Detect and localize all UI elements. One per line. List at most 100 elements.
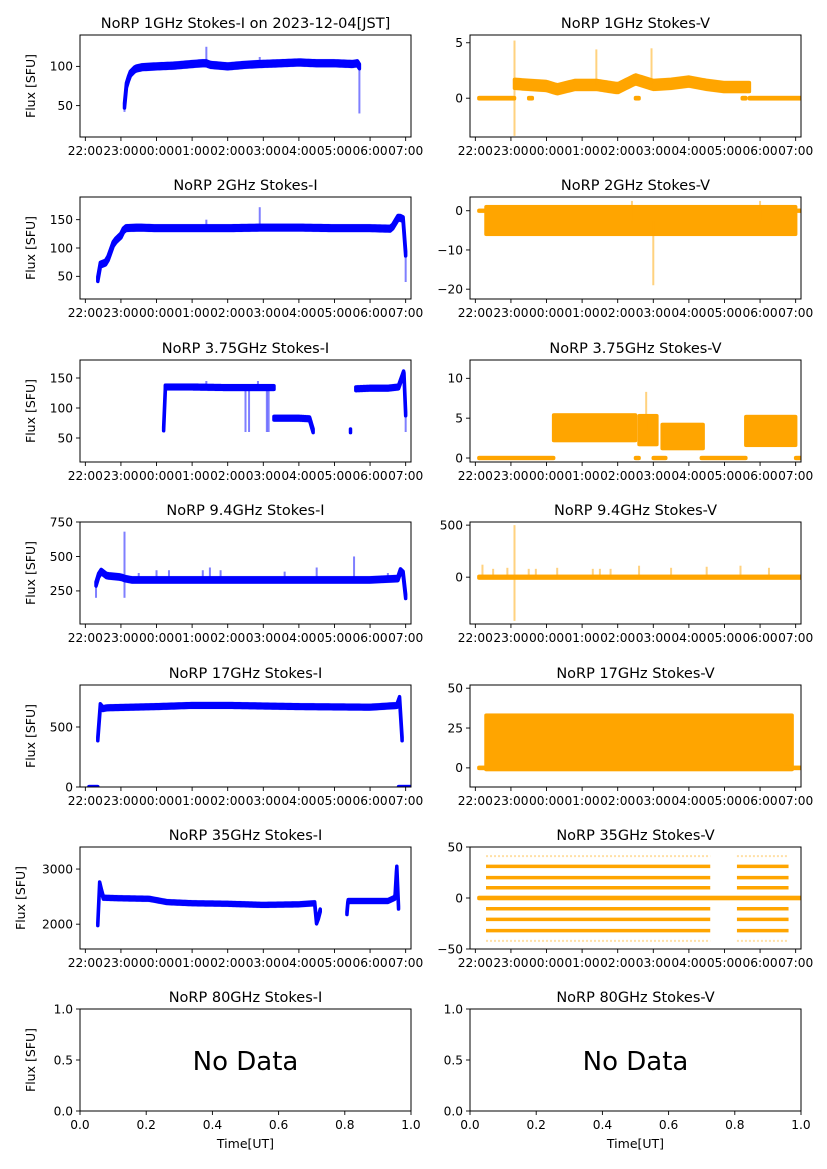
- x-tick-label: 02:00: [210, 631, 245, 645]
- x-tick-label: 06:00: [353, 794, 388, 808]
- subplot-title: NoRP 17GHz Stokes-I: [169, 666, 323, 682]
- x-tick-label: 22:00: [458, 631, 493, 645]
- y-tick-label: 0: [455, 91, 463, 105]
- data-scatter-band: [163, 383, 276, 392]
- x-tick-label: 23:00: [493, 144, 528, 158]
- x-tick-label: 0.6: [659, 1118, 678, 1132]
- x-tick-label: 04:00: [281, 306, 316, 320]
- x-tick-label: 00:00: [139, 956, 174, 970]
- x-tick-label: 1.0: [791, 1118, 810, 1132]
- y-tick-label: 1.0: [444, 1002, 463, 1016]
- y-tick-label: 2000: [42, 917, 73, 931]
- y-tick-label: 750: [50, 515, 73, 529]
- data-scatter-band: [96, 694, 404, 743]
- data-scatter-band: [793, 208, 801, 213]
- y-axis-label: Flux [SFU]: [23, 216, 38, 280]
- x-tick-label: 23:00: [103, 956, 138, 970]
- x-tick-label: 06:00: [743, 306, 778, 320]
- data-scatter-halo: [97, 694, 403, 743]
- y-tick-label: −50: [437, 942, 463, 956]
- subplot-title: NoRP 2GHz Stokes-V: [561, 178, 710, 194]
- x-tick-label: 07:00: [388, 306, 423, 320]
- data-scatter-band: [651, 455, 668, 461]
- data-layer: [122, 46, 362, 114]
- x-tick-label: 23:00: [493, 306, 528, 320]
- x-tick-label: 22:00: [458, 956, 493, 970]
- subplot-35ghz-v: NoRP 35GHz Stokes-V22:00 23:00 00:00 01:00 0…: [437, 828, 813, 970]
- x-axis-label: Time[UT]: [216, 1136, 274, 1151]
- x-tick-label: 07:00: [388, 631, 423, 645]
- subplot-title: NoRP 80GHz Stokes-I: [169, 990, 323, 1006]
- x-tick-label: 23:00: [103, 469, 138, 483]
- data-scatter-halo: [355, 369, 406, 418]
- x-tick-label: 23:00: [493, 794, 528, 808]
- data-layer: [96, 207, 408, 284]
- y-tick-label: 50: [57, 431, 73, 445]
- x-tick-label: 06:00: [353, 631, 388, 645]
- x-tick-label: 04:00: [671, 469, 706, 483]
- data-layer: [94, 531, 408, 601]
- y-tick-label: 150: [50, 371, 73, 385]
- data-scatter-band: [354, 369, 408, 418]
- subplot-title: NoRP 2GHz Stokes-I: [173, 178, 317, 194]
- data-scatter-band: [484, 205, 798, 237]
- y-tick-label: 0: [455, 570, 463, 584]
- x-tick-label: 04:00: [281, 631, 316, 645]
- x-tick-label: 00:00: [529, 469, 564, 483]
- subplot-title: NoRP 3.75GHz Stokes-I: [162, 341, 329, 357]
- y-tick-label: 10: [447, 372, 463, 386]
- subplot-17ghz-v: NoRP 17GHz Stokes-V22:00 23:00 00:00 01:00 0…: [447, 666, 813, 808]
- y-axis-label: Flux [SFU]: [23, 1028, 38, 1092]
- x-tick-label: 23:00: [493, 956, 528, 970]
- subplot-3.75ghz-v: NoRP 3.75GHz Stokes-V 22:00 23:00 00:00 01:0…: [447, 341, 813, 483]
- data-scatter-band: [477, 574, 801, 580]
- x-tick-label: 05:00: [317, 794, 352, 808]
- y-tick-label: 25: [447, 721, 463, 735]
- x-tick-label: 02:00: [210, 306, 245, 320]
- y-tick-label: 1.0: [54, 1002, 73, 1016]
- subplot-35ghz-i: NoRP 35GHz Stokes-I22:00 23:00 00:00 01:00 0…: [13, 828, 423, 970]
- x-tick-label: 07:00: [388, 956, 423, 970]
- data-scatter-band: [699, 455, 748, 461]
- subplot-2ghz-v: NoRP 2GHz Stokes-V 22:00 23:00 00:00 01:00 02…: [437, 178, 813, 320]
- data-layer: [477, 855, 801, 942]
- y-tick-label: 0: [455, 761, 463, 775]
- data-layer: [477, 713, 801, 772]
- y-axis-label: Flux [SFU]: [13, 866, 28, 930]
- x-tick-label: 03:00: [246, 956, 281, 970]
- x-tick-label: 07:00: [778, 144, 813, 158]
- subplot-title: NoRP 9.4GHz Stokes-V: [554, 503, 717, 519]
- x-tick-label: 22:00: [68, 144, 103, 158]
- x-tick-label: 03:00: [246, 306, 281, 320]
- x-tick-label: 05:00: [317, 956, 352, 970]
- data-layer: [96, 864, 401, 928]
- x-tick-label: 02:00: [210, 144, 245, 158]
- x-tick-label: 04:00: [671, 144, 706, 158]
- x-tick-label: 23:00: [493, 469, 528, 483]
- y-tick-label: 0: [455, 891, 463, 905]
- subplot-title: NoRP 1GHz Stokes-V: [561, 16, 710, 32]
- y-tick-label: 0: [455, 451, 463, 465]
- x-tick-label: 23:00: [493, 631, 528, 645]
- x-tick-label: 22:00: [68, 631, 103, 645]
- x-tick-label: 06:00: [743, 144, 778, 158]
- x-tick-label: 04:00: [671, 631, 706, 645]
- x-tick-label: 00:00: [139, 306, 174, 320]
- no-data-message: No Data: [193, 1047, 299, 1077]
- x-tick-label: 05:00: [707, 306, 742, 320]
- y-tick-label: 0.5: [444, 1053, 463, 1067]
- subplot-title: NoRP 80GHz Stokes-V: [556, 990, 714, 1006]
- x-tick-label: 04:00: [281, 469, 316, 483]
- axes-frame: [79, 684, 412, 788]
- data-layer: [161, 369, 408, 435]
- x-tick-label: 05:00: [317, 631, 352, 645]
- y-tick-label: 0.5: [54, 1053, 73, 1067]
- x-tick-label: 07:00: [778, 469, 813, 483]
- x-tick-label: 03:00: [246, 144, 281, 158]
- x-tick-label: 0.8: [335, 1118, 354, 1132]
- x-axis-label: Time[UT]: [606, 1136, 664, 1151]
- data-scatter-band: [747, 95, 801, 101]
- x-tick-label: 02:00: [600, 144, 635, 158]
- x-tick-label: 00:00: [529, 794, 564, 808]
